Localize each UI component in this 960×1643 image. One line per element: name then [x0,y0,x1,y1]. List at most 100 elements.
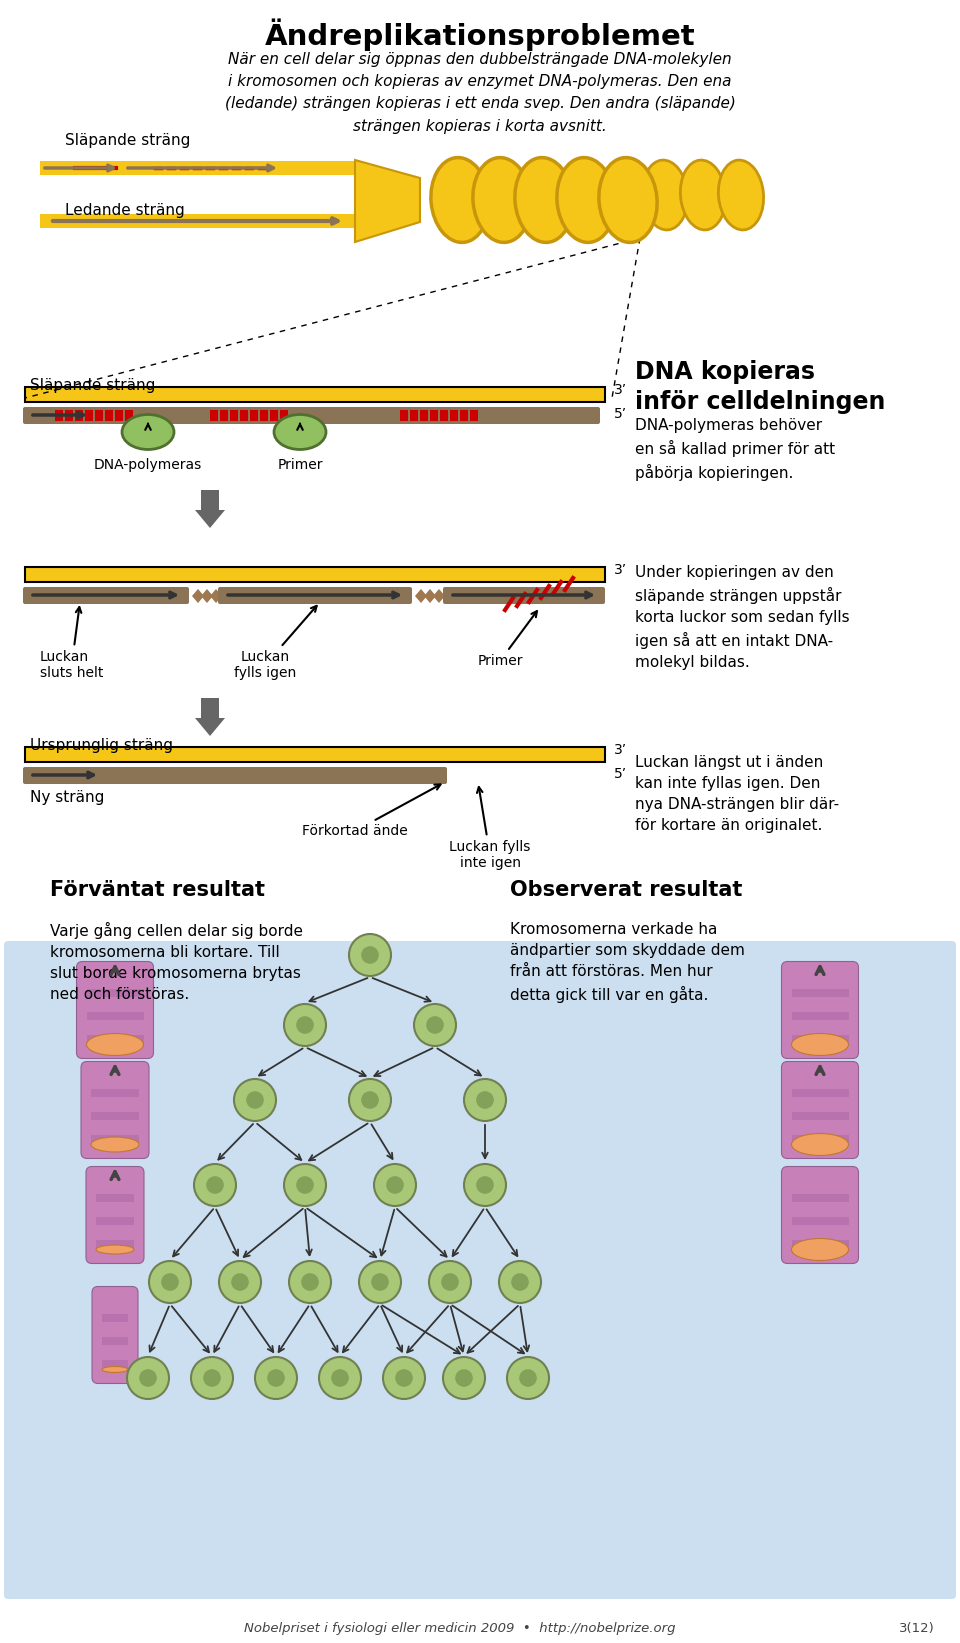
Text: DNA kopieras
inför celldelningen: DNA kopieras inför celldelningen [635,360,885,414]
Bar [270,411,278,421]
Circle shape [319,1357,361,1398]
FancyBboxPatch shape [4,941,956,1599]
Circle shape [455,1369,473,1387]
Ellipse shape [557,158,615,243]
Circle shape [511,1273,529,1291]
Circle shape [426,1015,444,1033]
Bar [102,1359,128,1367]
Bar [40,214,355,228]
Text: DNA-polymeras: DNA-polymeras [94,458,203,472]
Text: Primer: Primer [277,458,323,472]
Bar [75,411,83,421]
Circle shape [127,1357,169,1398]
Circle shape [361,1091,379,1109]
Bar [791,1089,849,1096]
Text: DNA-polymeras behöver
en så kallad primer för att
påbörja kopieringen.: DNA-polymeras behöver en så kallad prime… [635,417,835,481]
Text: Luckan
sluts helt: Luckan sluts helt [40,606,104,680]
Ellipse shape [681,159,726,230]
Circle shape [476,1176,493,1194]
Text: 3’: 3’ [614,564,627,577]
Text: Luckan
fylls igen: Luckan fylls igen [234,606,317,680]
Text: Ändreplikationsproblemet: Ändreplikationsproblemet [265,18,695,51]
FancyBboxPatch shape [92,1286,138,1383]
Text: Släpande sträng: Släpande sträng [65,133,190,148]
Bar [96,1239,134,1247]
Text: Luckan längst ut i änden
kan inte fyllas igen. Den
nya DNA-strängen blir där-
fö: Luckan längst ut i änden kan inte fyllas… [635,756,839,833]
Text: Ny sträng: Ny sträng [30,790,105,805]
Bar [91,1135,139,1142]
Bar [65,411,73,421]
Bar [91,1112,139,1119]
Circle shape [429,1260,471,1303]
Bar [470,411,478,421]
Circle shape [139,1369,156,1387]
Text: Nobelpriset i fysiologi eller medicin 2009  •  http://nobelprize.org: Nobelpriset i fysiologi eller medicin 20… [244,1622,676,1635]
Ellipse shape [473,158,531,243]
Circle shape [231,1273,249,1291]
Bar [91,1089,139,1096]
Bar [280,411,288,421]
Text: 3’: 3’ [614,383,627,398]
Circle shape [519,1369,537,1387]
Circle shape [219,1260,261,1303]
Polygon shape [355,159,420,242]
Bar [55,411,63,421]
Polygon shape [415,588,427,603]
FancyBboxPatch shape [443,587,605,605]
FancyBboxPatch shape [77,961,154,1058]
Bar [102,1336,128,1344]
Ellipse shape [718,159,763,230]
Circle shape [206,1176,224,1194]
Bar [791,1193,849,1201]
FancyBboxPatch shape [781,961,858,1058]
Bar [40,161,355,176]
Bar [250,411,258,421]
Bar [86,1035,143,1043]
Text: 5’: 5’ [614,407,627,421]
Bar [430,411,438,421]
Bar [125,411,133,421]
Text: Primer: Primer [477,611,537,669]
Circle shape [246,1091,264,1109]
Ellipse shape [791,1239,849,1260]
Bar [260,411,268,421]
Circle shape [383,1357,425,1398]
Circle shape [442,1273,459,1291]
Polygon shape [424,588,436,603]
Bar [450,411,458,421]
Ellipse shape [642,159,687,230]
Ellipse shape [86,1033,143,1055]
Text: Varje gång cellen delar sig borde
kromosomerna bli kortare. Till
slut borde krom: Varje gång cellen delar sig borde kromos… [50,922,303,1002]
Text: Förkortad ände: Förkortad ände [302,784,441,838]
Bar [791,1035,849,1043]
Circle shape [499,1260,541,1303]
Circle shape [267,1369,285,1387]
Bar [230,411,238,421]
Circle shape [204,1369,221,1387]
FancyBboxPatch shape [81,1061,149,1158]
Circle shape [361,946,379,964]
Bar [96,1193,134,1201]
Bar [102,1313,128,1321]
Bar [105,411,113,421]
Circle shape [289,1260,331,1303]
FancyBboxPatch shape [23,767,447,784]
Bar [791,1112,849,1119]
Ellipse shape [599,158,658,243]
Ellipse shape [102,1367,128,1372]
Circle shape [284,1004,326,1047]
FancyBboxPatch shape [218,587,412,605]
Circle shape [149,1260,191,1303]
Circle shape [349,1079,391,1121]
Bar [460,411,468,421]
Text: Observerat resultat: Observerat resultat [510,881,742,900]
Bar [791,1135,849,1142]
Bar [791,989,849,997]
Bar [96,1216,134,1224]
Circle shape [372,1273,389,1291]
Circle shape [255,1357,297,1398]
Circle shape [359,1260,401,1303]
Text: Under kopieringen av den
släpande strängen uppstår
korta luckor som sedan fylls
: Under kopieringen av den släpande sträng… [635,565,850,670]
Bar [115,411,123,421]
Circle shape [234,1079,276,1121]
